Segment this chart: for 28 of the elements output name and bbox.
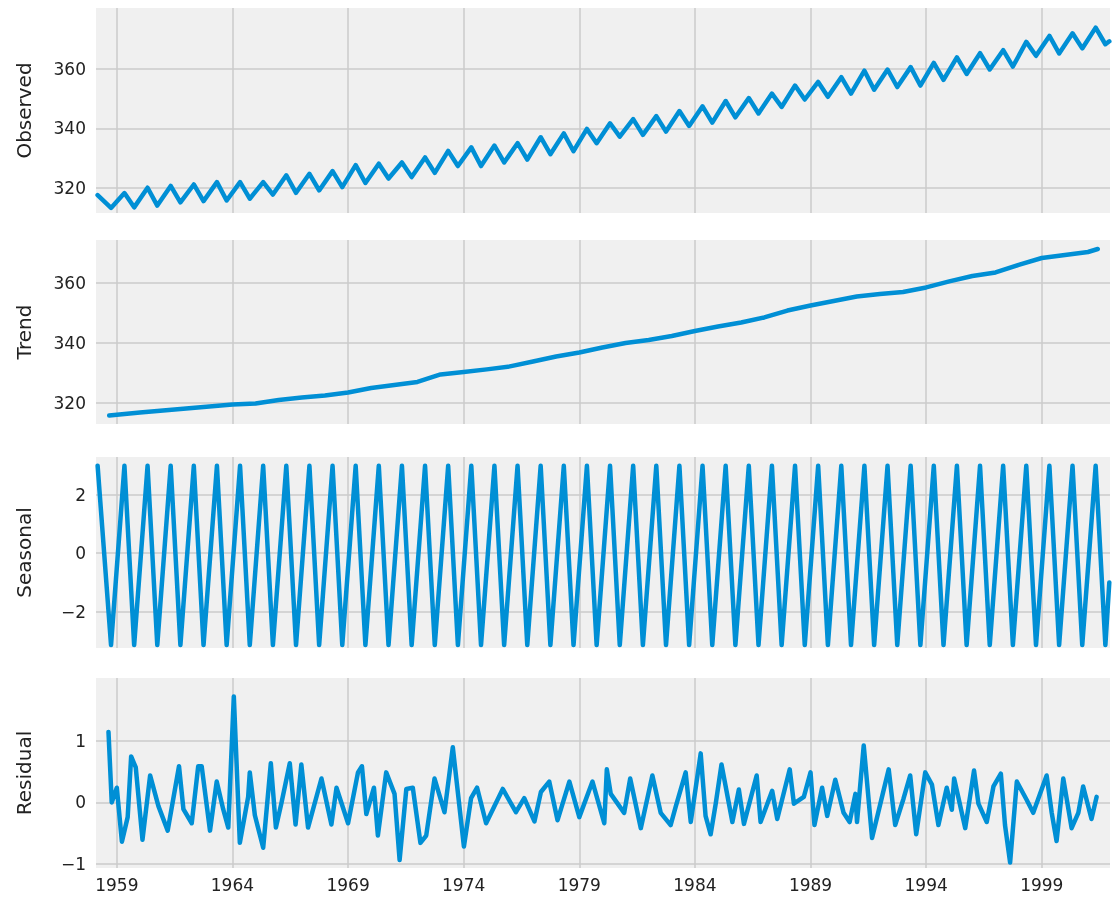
y-axis-title: Observed	[12, 62, 36, 159]
line-series	[95, 25, 1112, 211]
y-tick-label: 340	[53, 118, 86, 139]
y-axis-title: Seasonal	[12, 507, 36, 598]
y-tick-label: 0	[75, 792, 86, 813]
x-tick-label: 1959	[95, 874, 139, 895]
y-tick-label: 0	[75, 543, 86, 564]
y-tick-label: 360	[53, 272, 86, 293]
y-tick-label: 340	[53, 332, 86, 353]
x-tick-label: 1979	[557, 874, 601, 895]
y-tick-label: −1	[60, 853, 86, 874]
y-tick-label: −2	[60, 601, 86, 622]
x-tick-label: 1994	[904, 874, 948, 895]
y-tick-label: 320	[53, 177, 86, 198]
y-tick-label: 1	[75, 731, 86, 752]
x-tick-label: 1989	[788, 874, 833, 895]
line-series	[106, 246, 1100, 418]
line-series	[106, 694, 1099, 865]
y-tick-label: 360	[53, 58, 86, 79]
x-tick-label: 1984	[673, 874, 717, 895]
y-axis-title: Trend	[12, 304, 36, 361]
x-tick-label: 1974	[442, 874, 486, 895]
x-tick-label: 1969	[326, 874, 370, 895]
x-tick-label: 1964	[210, 874, 255, 895]
y-axis-title: Residual	[12, 730, 36, 816]
y-tick-label: 2	[75, 484, 86, 505]
x-tick-label: 1999	[1020, 874, 1064, 895]
y-tick-label: 320	[53, 392, 86, 413]
